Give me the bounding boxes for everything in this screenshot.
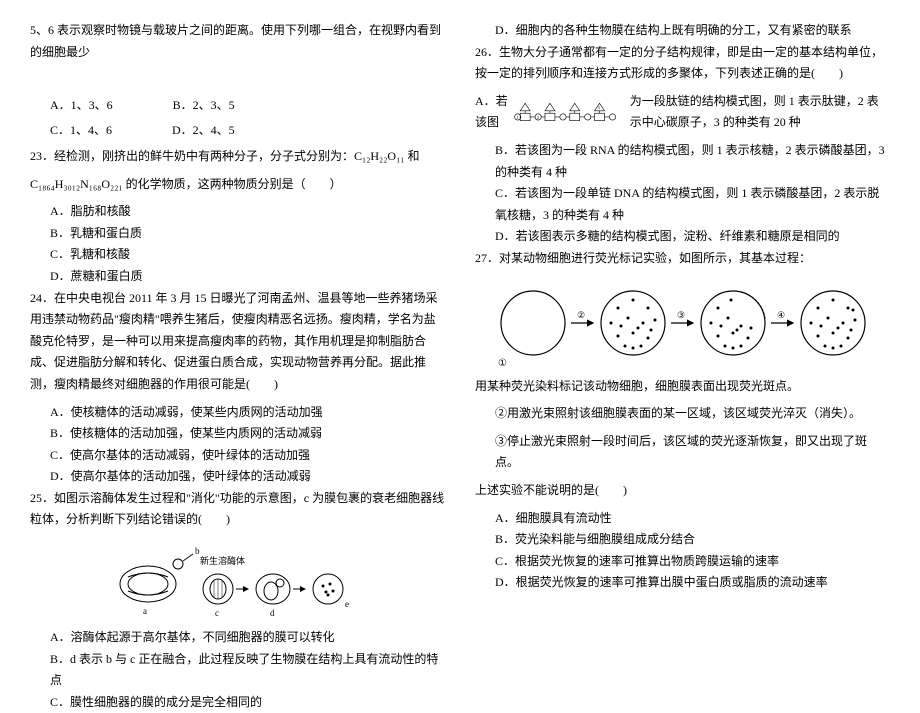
q22-options-row1: A．1、3、6 B．2、3、5 xyxy=(50,95,445,117)
q22-intro: 5、6 表示观察时物镜与载玻片之间的距离。使用下列哪一组合，在视野内看到的细胞最… xyxy=(30,20,445,63)
opt-24c: C．使高尔基体的活动减弱，使叶绿体的活动加强 xyxy=(50,445,445,467)
opt-23b: B．乳糖和蛋白质 xyxy=(50,223,445,245)
q23-line1: 23．经检测，刚挤出的鲜牛奶中有两种分子，分子式分别为：C₁₂H₂₂O₁₁ 和 xyxy=(30,146,445,168)
svg-text:④: ④ xyxy=(777,310,785,320)
opt-24d: D．使高尔基体的活动加强，使叶绿体的活动减弱 xyxy=(50,466,445,488)
opt-22b: B．2、3、5 xyxy=(173,95,235,117)
opt-26d: D．若该图表示多糖的结构模式图，淀粉、纤维素和糖原是相同的 xyxy=(495,226,890,248)
q27-step3: ③停止激光束照射一段时间后，该区域的荧光逐渐恢复，即又出现了斑点。 xyxy=(495,431,890,474)
left-column: 5、6 表示观察时物镜与载玻片之间的距离。使用下列哪一组合，在视野内看到的细胞最… xyxy=(30,20,445,630)
opt-24b: B．使核糖体的活动加强，使某些内质网的活动减弱 xyxy=(50,423,445,445)
opt-22c: C．1、4、6 xyxy=(50,120,112,142)
svg-text:e: e xyxy=(345,599,349,609)
q27-step2: ②用激光束照射该细胞膜表面的某一区域，该区域荧光淬灭（消失）。 xyxy=(495,403,890,425)
opt-23d: D．蔗糖和蛋白质 xyxy=(50,266,445,288)
right-column: D．细胞内的各种生物膜在结构上既有明确的分工，又有紧密的联系 26．生物大分子通… xyxy=(475,20,890,630)
q25-text: 25．如图示溶酶体发生过程和"消化"功能的示意图，c 为膜包裹的衰老细胞器线粒体… xyxy=(30,488,445,531)
opt-25b: B．d 表示 b 与 c 正在融合，此过程反映了生物膜在结构上具有流动性的特点 xyxy=(50,649,445,692)
opt-24a: A．使核糖体的活动减弱，使某些内质网的活动加强 xyxy=(50,402,445,424)
opt-26a-post: 为一段肽链的结构模式图，则 1 表示肽键，2 表示中心碳原子，3 的种类有 20… xyxy=(630,91,890,134)
q27-step1: 用某种荧光染料标记该动物细胞，细胞膜表面出现荧光斑点。 xyxy=(475,376,890,398)
lysosome-figure: b 新生溶酶体 a c d e xyxy=(108,539,368,619)
peptide-chain-diagram: 1 2 xyxy=(514,96,626,128)
q27-text: 27．对某动物细胞进行荧光标记实验，如图所示，其基本过程： xyxy=(475,248,890,270)
svg-text:新生溶酶体: 新生溶酶体 xyxy=(200,555,245,566)
svg-text:b: b xyxy=(195,546,200,556)
svg-text:d: d xyxy=(270,608,275,618)
svg-text:c: c xyxy=(215,608,219,618)
opt-27b: B．荧光染料能与细胞膜组成成分结合 xyxy=(495,529,890,551)
svg-text:3: 3 xyxy=(598,105,600,110)
opt-26a-pre: A．若该图 xyxy=(475,91,510,134)
svg-text:2: 2 xyxy=(537,115,539,120)
opt-25c: C．膜性细胞器的膜的成分是完全相同的 xyxy=(50,692,445,713)
svg-text:②: ② xyxy=(577,310,585,320)
q22-options-row2: C．1、4、6 D．2、4、5 xyxy=(50,120,445,142)
opt-27a: A．细胞膜具有流动性 xyxy=(495,508,890,530)
q24-text: 24．在中央电视台 2011 年 3 月 15 日曝光了河南孟州、温县等地一些养… xyxy=(30,288,445,396)
svg-text:③: ③ xyxy=(677,310,685,320)
opt-27c: C．根据荧光恢复的速率可推算出物质跨膜运输的速率 xyxy=(495,551,890,573)
fluorescence-diagram: ① ② ③ ④ xyxy=(493,278,873,368)
svg-text:1: 1 xyxy=(517,115,519,120)
opt-25d: D．细胞内的各种生物膜在结构上既有明确的分工，又有紧密的联系 xyxy=(495,20,890,42)
opt-26c: C．若该图为一段单链 DNA 的结构模式图，则 1 表示磷酸基团，2 表示脱氧核… xyxy=(495,183,890,226)
q23-line2: C₁₈₆₄H₃₀₁₂N₁₆₈O₂₂₁ 的化学物质，这两种物质分别是（ ） xyxy=(30,174,445,196)
svg-text:a: a xyxy=(143,606,147,616)
opt-27d: D．根据荧光恢复的速率可推算出膜中蛋白质或脂质的流动速率 xyxy=(495,572,890,594)
opt-22a: A．1、3、6 xyxy=(50,95,113,117)
opt-26b: B．若该图为一段 RNA 的结构模式图，则 1 表示核糖，2 表示磷酸基团，3 … xyxy=(495,140,890,183)
opt-23c: C．乳糖和核酸 xyxy=(50,244,445,266)
opt-25a: A．溶酶体起源于高尔基体，不同细胞器的膜可以转化 xyxy=(50,627,445,649)
q27-ask: 上述实验不能说明的是( ) xyxy=(475,480,890,502)
svg-text:①: ① xyxy=(498,358,507,368)
opt-23a: A．脂肪和核酸 xyxy=(50,201,445,223)
q26-option-a-row: A．若该图 1 2 xyxy=(475,91,890,134)
opt-22d: D．2、4、5 xyxy=(172,120,235,142)
q26-text: 26．生物大分子通常都有一定的分子结构规律，即是由一定的基本结构单位，按一定的排… xyxy=(475,42,890,85)
